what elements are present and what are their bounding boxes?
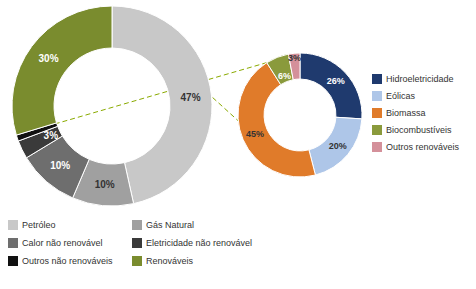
data-label: 3% (288, 53, 301, 63)
data-label: 3% (44, 130, 59, 141)
legend-label: Calor não renovável (22, 238, 103, 248)
legend-item: Gás Natural (132, 220, 194, 230)
legend-swatch (8, 220, 18, 230)
legend-swatch (8, 238, 18, 248)
data-label: 47% (181, 92, 201, 103)
legend-label: Outros não renováveis (22, 256, 113, 266)
legend-item: Petróleo (8, 220, 56, 230)
legend-item: Biocombustíveis (372, 125, 452, 135)
donut-slice (238, 63, 315, 177)
data-label: 10% (50, 160, 70, 171)
donut (12, 6, 212, 206)
legend-item: Eletricidade não renovável (132, 238, 252, 248)
data-label: 10% (95, 179, 115, 190)
legend: Hidroeletricidade Eólicas Biomassa Biocombu… (372, 74, 460, 152)
data-label: 30% (39, 53, 59, 64)
legend-label: Petróleo (22, 220, 56, 230)
donut (238, 53, 362, 177)
legend-swatch (372, 91, 382, 101)
legend-swatch (132, 238, 142, 248)
data-label: 6% (278, 71, 291, 81)
legend-swatch (8, 256, 18, 266)
legend-item: Renováveis (132, 256, 194, 266)
legend-item: Eólicas (372, 91, 416, 101)
legend-swatch (372, 142, 382, 152)
legend-item: Outros renováveis (372, 142, 460, 152)
donut-slice (300, 53, 362, 119)
legend-label: Renováveis (146, 256, 194, 266)
legend-item: Hidroeletricidade (372, 74, 454, 84)
chart-canvas: 47% 10% 10% 3% 30% Petróleo Gás Natural Calor n… (0, 0, 476, 289)
data-label: 20% (329, 141, 347, 151)
legend-item: Calor não renovável (8, 238, 103, 248)
data-labels: 26% 20% 45% 6% 3% (246, 53, 347, 152)
donut-slice (309, 117, 362, 175)
legend-label: Gás Natural (146, 220, 194, 230)
legend-label: Biocombustíveis (386, 125, 452, 135)
legend: Petróleo Gás Natural Calor não renovável El… (8, 220, 252, 266)
data-label: 26% (327, 76, 345, 86)
legend-item: Outros não renováveis (8, 256, 113, 266)
legend-label: Outros renováveis (386, 142, 460, 152)
data-labels: 47% 10% 10% 3% 30% (39, 53, 201, 190)
legend-swatch (372, 125, 382, 135)
legend-swatch (372, 108, 382, 118)
legend-swatch (372, 74, 382, 84)
legend-label: Eólicas (386, 91, 416, 101)
data-label: 45% (246, 129, 264, 139)
legend-label: Hidroeletricidade (386, 74, 454, 84)
donut-slice (12, 6, 112, 135)
legend-label: Biomassa (386, 108, 426, 118)
legend-item: Biomassa (372, 108, 426, 118)
legend-label: Eletricidade não renovável (146, 238, 252, 248)
legend-swatch (132, 220, 142, 230)
legend-swatch (132, 256, 142, 266)
